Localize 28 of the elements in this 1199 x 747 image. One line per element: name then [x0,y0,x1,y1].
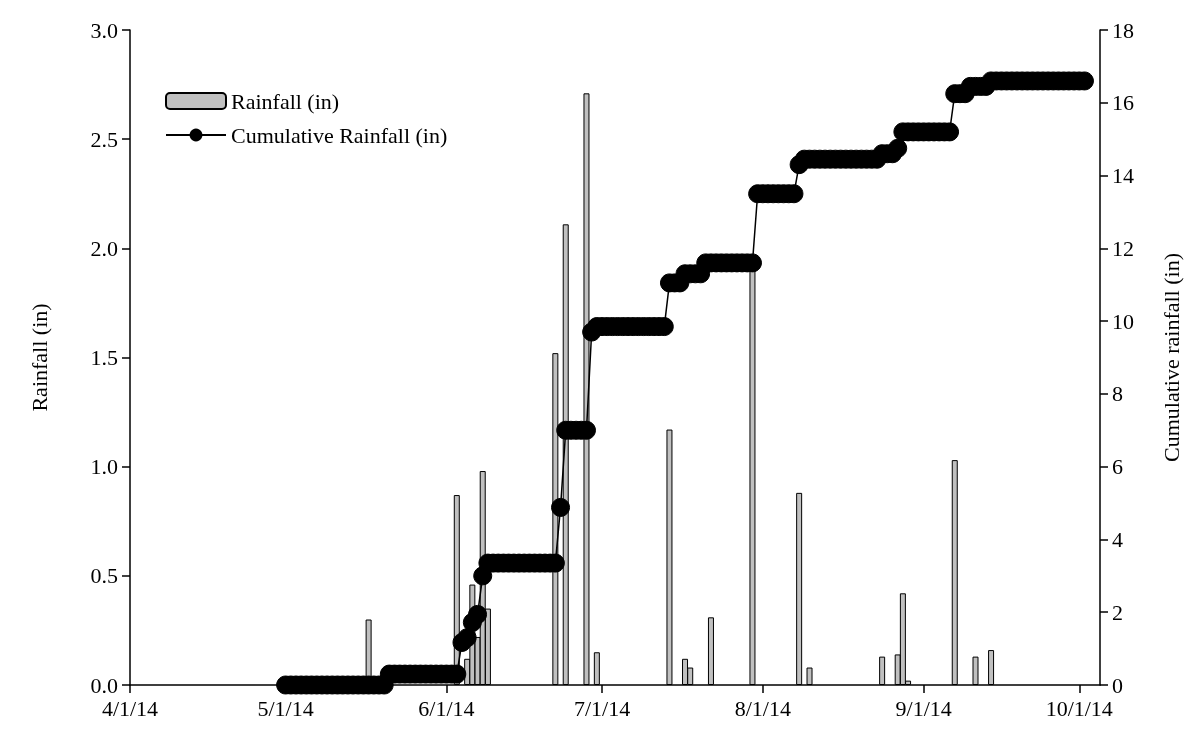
x-tick-label: 7/1/14 [573,695,631,721]
y2-tick-label: 6 [1112,454,1123,480]
legend-label: Rainfall (in) [231,88,340,114]
x-tick-label: 8/1/14 [734,695,791,721]
y2-tick-label: 2 [1112,599,1123,625]
y-tick-label: 0.5 [90,563,118,589]
y-axis-title: Rainfall (in) [26,303,52,412]
y2-tick-label: 4 [1112,526,1123,552]
y2-tick-label: 18 [1112,17,1134,43]
y-tick-label: 1.5 [90,345,118,370]
x-tick-label: 9/1/14 [895,695,952,721]
x-tick-label: 4/1/14 [101,695,159,721]
legend-label: Cumulative Rainfall (in) [231,122,448,148]
y2-axis-title: Cumulative rainfall (in) [1158,253,1184,462]
y2-tick-label: 14 [1112,163,1134,189]
y-tick-label: 2.0 [90,235,118,261]
y2-tick-label: 10 [1112,308,1134,334]
y-tick-label: 3.0 [90,17,118,43]
y2-tick-label: 0 [1112,672,1123,698]
y2-tick-label: 16 [1112,90,1134,116]
y-tick-label: 0.0 [90,672,118,698]
y-tick-label: 2.5 [90,126,118,152]
x-tick-label: 10/1/14 [1045,695,1113,721]
y2-tick-label: 8 [1112,381,1123,407]
y-tick-label: 1.0 [90,454,118,480]
x-tick-label: 6/1/14 [418,695,475,721]
y2-tick-label: 12 [1112,235,1134,261]
x-tick-label: 5/1/14 [257,695,314,721]
